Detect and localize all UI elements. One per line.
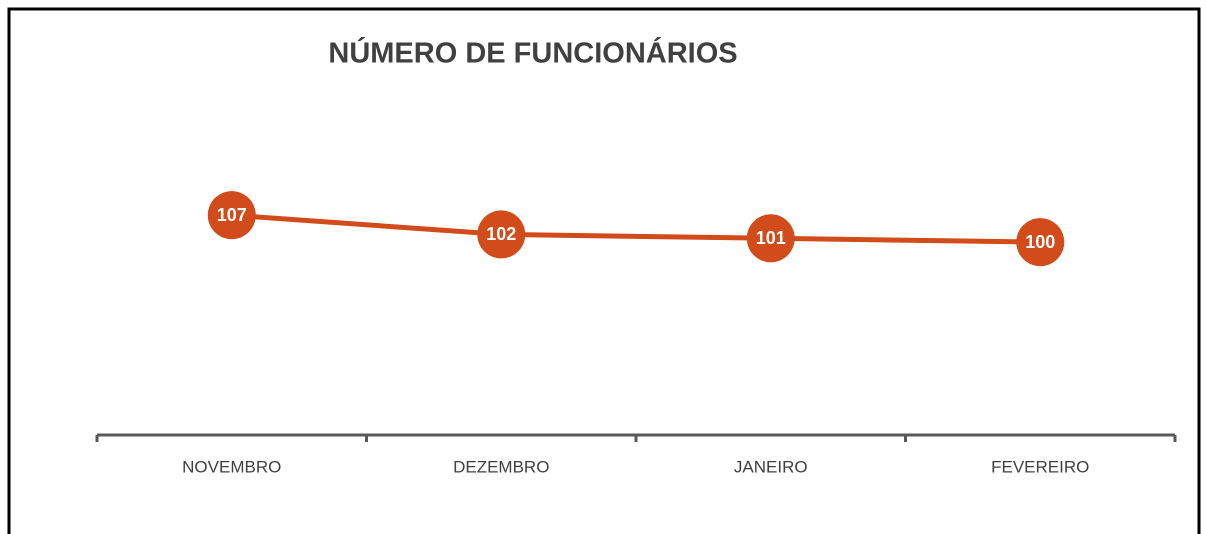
x-tick-label: NOVEMBRO [182, 457, 281, 476]
x-tick-label: FEVEREIRO [991, 457, 1089, 476]
x-tick-label: JANEIRO [734, 457, 808, 476]
data-line [231, 212, 1041, 245]
data-label: 107 [217, 205, 247, 225]
data-label: 101 [756, 228, 786, 248]
data-point [207, 191, 256, 240]
chart-frame [7, 7, 1201, 534]
data-point [1016, 218, 1065, 267]
x-tick-label: DEZEMBRO [453, 457, 549, 476]
data-label: 100 [1025, 232, 1055, 252]
data-point [746, 214, 795, 263]
data-point [477, 210, 526, 259]
chart-title: NÚMERO DE FUNCIONÁRIOS [328, 36, 737, 70]
data-label: 102 [486, 224, 516, 244]
